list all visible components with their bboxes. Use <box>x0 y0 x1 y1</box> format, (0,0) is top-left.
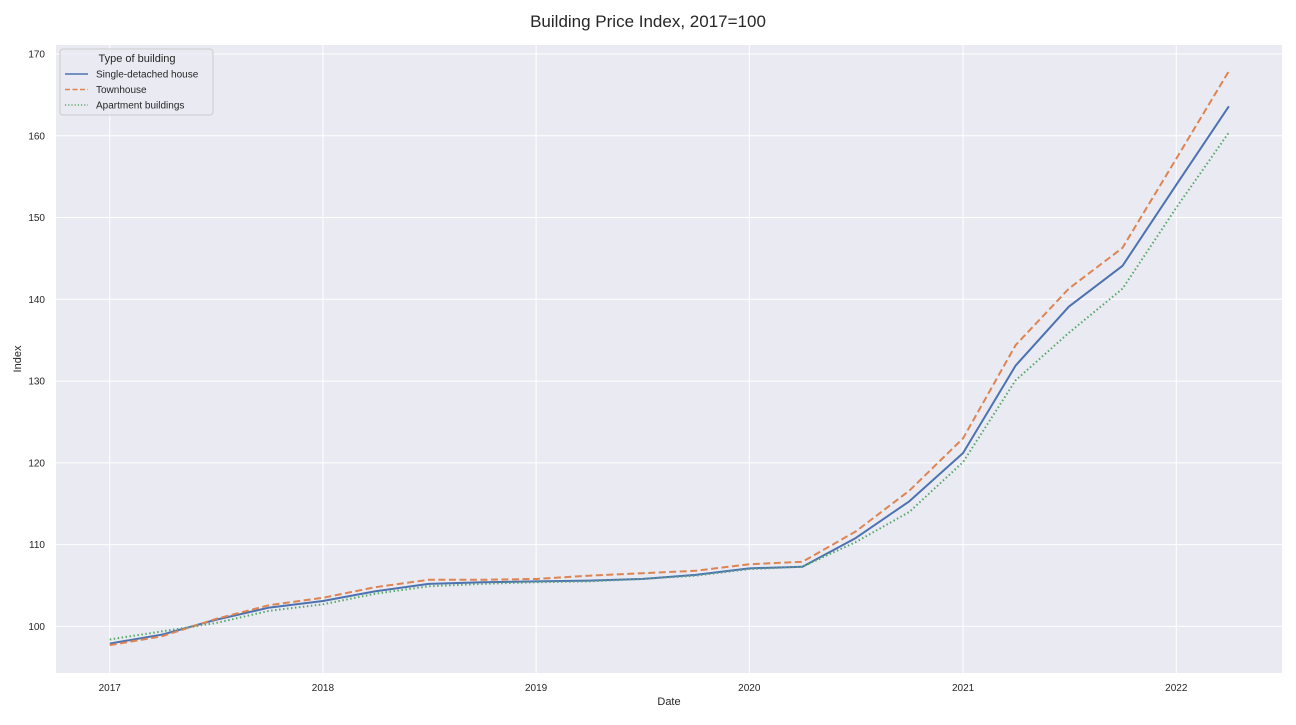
x-axis-label: Date <box>657 696 680 708</box>
legend-entry-label: Apartment buildings <box>96 101 184 112</box>
y-tick-label: 100 <box>28 622 45 633</box>
legend-entry-label: Townhouse <box>96 85 147 96</box>
series-lines <box>109 70 1230 647</box>
legend-box <box>59 48 214 116</box>
x-tick-label: 2017 <box>99 683 122 694</box>
x-tick-label: 2018 <box>312 683 335 694</box>
chart-title: Building Price Index, 2017=100 <box>530 12 766 31</box>
x-tick-label: 2019 <box>525 683 548 694</box>
axis-ticks: 2017 2018 2019 2020 2021 2022 100 110 120 130 140 1… <box>28 49 1188 694</box>
series-line-3 <box>109 131 1230 641</box>
series-line-2 <box>109 70 1230 647</box>
legend: Type of building Single-detached house To… <box>59 48 214 116</box>
y-tick-label: 150 <box>28 213 45 224</box>
x-tick-label: 2020 <box>738 683 761 694</box>
x-tick-label: 2021 <box>952 683 975 694</box>
legend-title: Type of building <box>98 53 175 65</box>
y-axis-label: Index <box>12 345 24 372</box>
series-line-1 <box>109 105 1230 645</box>
y-tick-label: 130 <box>28 377 45 388</box>
plot-area <box>56 45 1282 673</box>
y-tick-label: 110 <box>29 540 45 551</box>
legend-entries: Single-detached house Townhouse Apartment … <box>65 70 199 112</box>
y-tick-label: 120 <box>28 458 45 469</box>
y-tick-label: 160 <box>28 131 45 142</box>
x-tick-label: 2022 <box>1165 683 1188 694</box>
y-tick-label: 170 <box>28 49 45 60</box>
legend-entry-label: Single-detached house <box>96 70 199 81</box>
y-tick-label: 140 <box>28 295 45 306</box>
